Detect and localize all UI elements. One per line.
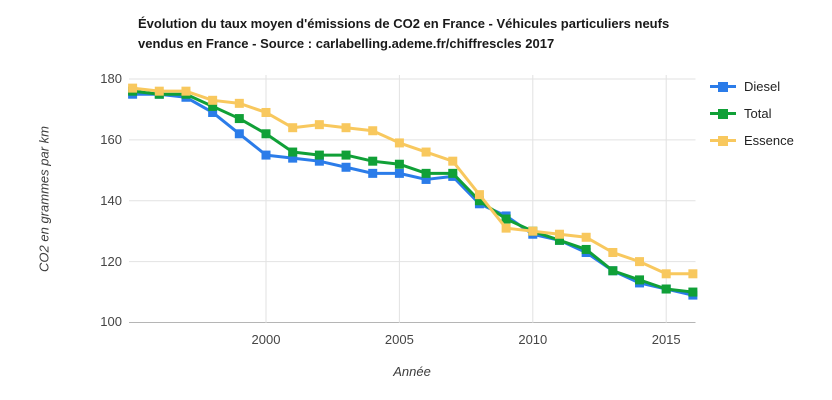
- y-tick-label: 100: [100, 314, 122, 330]
- data-point-diesel: [208, 107, 218, 117]
- data-point-essence: [661, 269, 671, 279]
- data-point-essence: [608, 247, 618, 257]
- data-point-total: [448, 168, 458, 178]
- legend-label: Total: [744, 106, 772, 121]
- y-tick-label: 120: [100, 253, 122, 269]
- data-point-total: [314, 150, 324, 160]
- y-tick-label: 140: [100, 192, 122, 208]
- legend-item-total: Total: [710, 104, 794, 123]
- data-point-essence: [394, 138, 404, 148]
- data-point-essence: [528, 226, 538, 236]
- essence-line-marker-icon: [710, 135, 736, 146]
- data-point-total: [661, 284, 671, 294]
- data-point-diesel: [314, 156, 324, 166]
- x-axis-title: Année: [393, 364, 431, 379]
- data-point-total: [608, 266, 618, 276]
- data-point-total: [394, 159, 404, 169]
- data-point-total: [688, 287, 698, 297]
- legend: Diesel Total Essence: [710, 77, 794, 158]
- data-point-essence: [474, 190, 484, 200]
- data-point-diesel: [341, 162, 351, 172]
- data-point-essence: [368, 126, 378, 136]
- data-point-total: [554, 235, 564, 245]
- data-point-total: [261, 129, 271, 139]
- diesel-line-marker-icon: [710, 81, 736, 92]
- series-line-diesel: [131, 92, 695, 297]
- data-point-essence: [448, 156, 458, 166]
- total-line-marker-icon: [710, 108, 736, 119]
- data-point-essence: [635, 257, 645, 267]
- legend-item-diesel: Diesel: [710, 77, 794, 96]
- data-point-diesel: [368, 168, 378, 178]
- data-point-essence: [314, 120, 324, 130]
- data-point-essence: [421, 147, 431, 157]
- data-point-total: [581, 244, 591, 254]
- data-point-total: [501, 214, 511, 224]
- data-point-diesel: [394, 168, 404, 178]
- data-point-essence: [288, 123, 298, 133]
- data-point-essence: [234, 98, 244, 108]
- legend-item-essence: Essence: [710, 131, 794, 150]
- legend-label: Diesel: [744, 79, 781, 94]
- data-point-diesel: [261, 150, 271, 160]
- data-point-total: [234, 114, 244, 124]
- y-tick-label: 180: [100, 71, 122, 86]
- data-point-essence: [501, 223, 511, 233]
- data-point-total: [635, 275, 645, 285]
- data-point-total: [288, 147, 298, 157]
- data-point-essence: [688, 269, 698, 279]
- data-point-essence: [554, 229, 564, 239]
- data-point-essence: [181, 86, 191, 96]
- data-point-diesel: [421, 174, 431, 184]
- data-point-diesel: [234, 129, 244, 139]
- data-point-essence: [341, 123, 351, 133]
- series-line-total: [131, 89, 695, 294]
- data-point-total: [421, 168, 431, 178]
- data-point-total: [474, 196, 484, 206]
- data-point-essence: [154, 86, 164, 96]
- data-point-essence: [261, 107, 271, 117]
- data-point-essence: [581, 232, 591, 242]
- data-point-total: [208, 101, 218, 111]
- data-point-total: [368, 156, 378, 166]
- x-tick-label: 2005: [384, 332, 414, 347]
- data-point-essence: [128, 83, 138, 93]
- data-point-essence: [208, 95, 218, 105]
- data-point-total: [341, 150, 351, 160]
- y-tick-label: 160: [100, 131, 122, 147]
- legend-label: Essence: [744, 133, 794, 148]
- x-tick-label: 2015: [651, 332, 681, 347]
- series-line-essence: [131, 86, 695, 276]
- x-tick-label: 2010: [518, 332, 548, 347]
- data-point-diesel: [288, 153, 298, 163]
- chart-title: Évolution du taux moyen d'émissions de C…: [138, 16, 670, 51]
- x-tick-label: 2000: [251, 332, 281, 347]
